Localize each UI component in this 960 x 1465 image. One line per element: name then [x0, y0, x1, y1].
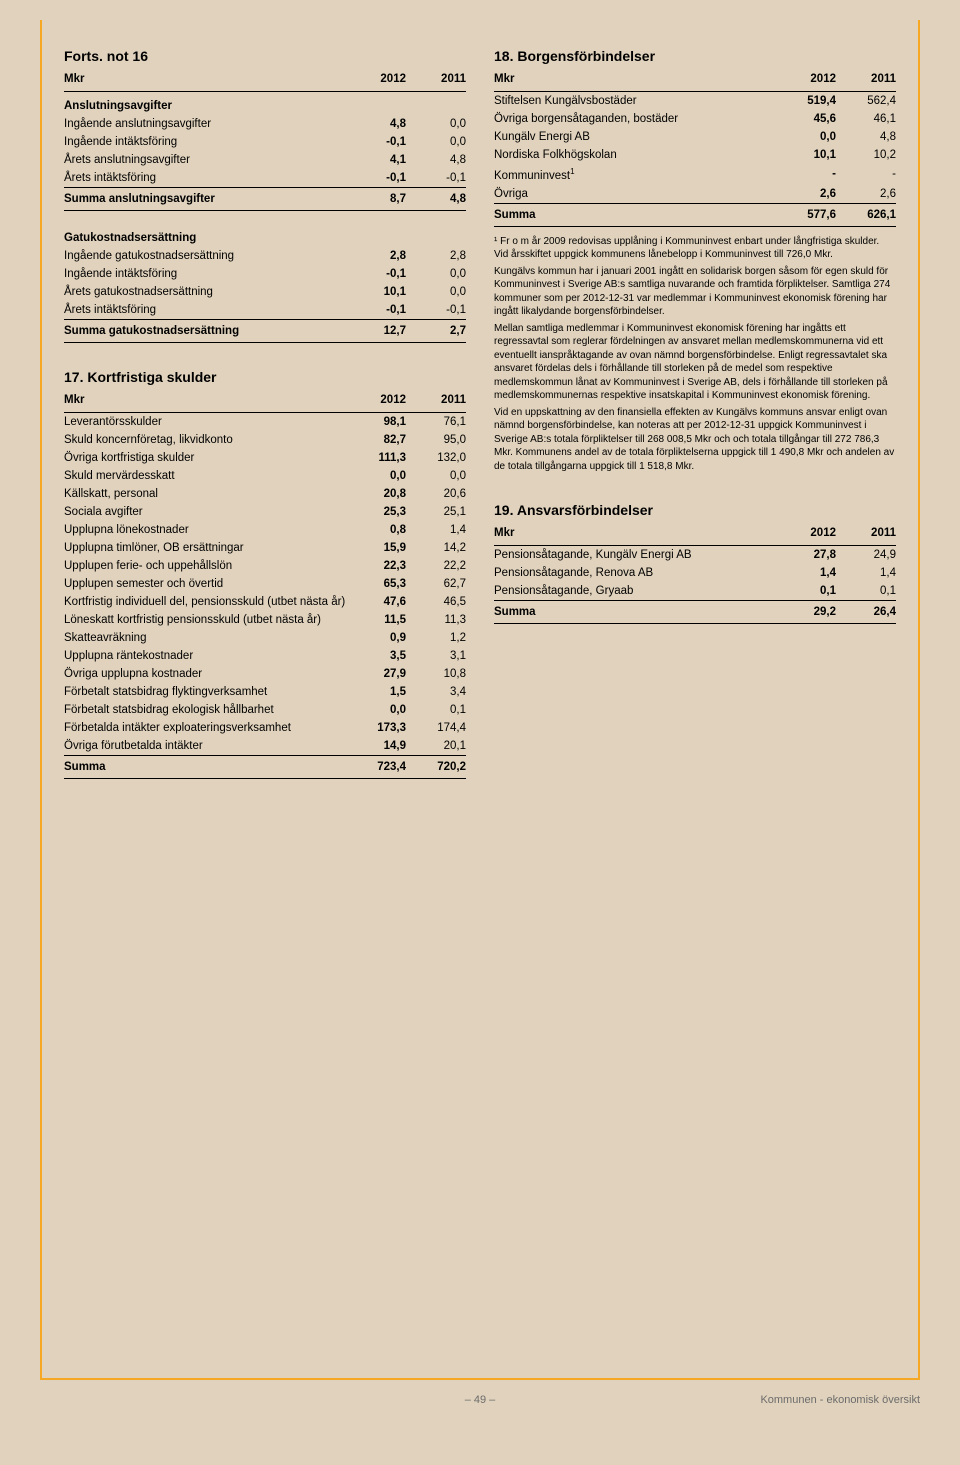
- table-row: Förbetalt statsbidrag ekologisk hållbarh…: [64, 701, 466, 719]
- table-row: Pensionsåtagande, Gryaab0,10,1: [494, 582, 896, 601]
- table-row: Källskatt, personal20,820,6: [64, 485, 466, 503]
- table-row: Övriga kortfristiga skulder111,3132,0: [64, 449, 466, 467]
- table-row: Övriga borgensåtaganden, bostäder45,646,…: [494, 110, 896, 128]
- table-row: Stiftelsen Kungälvsbostäder519,4562,4: [494, 92, 896, 111]
- table-row: Kommuninvest1--: [494, 164, 896, 185]
- table-row: Ingående anslutningsavgifter4,80,0: [64, 115, 466, 133]
- col-header-2012: 2012: [346, 70, 406, 92]
- page-footer: – 49 – Kommunen - ekonomisk översikt: [40, 1394, 920, 1406]
- table-row: Sociala avgifter25,325,1: [64, 503, 466, 521]
- footnote-text: Vid en uppskattning av den finansiella e…: [494, 406, 896, 474]
- table-note-19: Mkr 2012 2011 Pensionsåtagande, Kungälv …: [494, 524, 896, 624]
- table-row: Leverantörsskulder98,176,1: [64, 413, 466, 432]
- table-note-16: Mkr 2012 2011 Anslutningsavgifter Ingåen…: [64, 70, 466, 343]
- right-column: 18. Borgensförbindelser Mkr 2012 2011 St…: [494, 48, 896, 805]
- table-sum-row: Summa577,6626,1: [494, 203, 896, 226]
- table-row: Övriga förutbetalda intäkter14,920,1: [64, 737, 466, 756]
- table-row: Ingående intäktsföring-0,10,0: [64, 265, 466, 283]
- col-header-mkr: Mkr: [64, 391, 346, 413]
- table-note-17: Mkr 2012 2011 Leverantörsskulder98,176,1…: [64, 391, 466, 779]
- table-row: Förbetalt statsbidrag flyktingverksamhet…: [64, 683, 466, 701]
- table-row: Kortfristig individuell del, pensionssku…: [64, 593, 466, 611]
- table-sum-row: Summa anslutningsavgifter8,74,8: [64, 188, 466, 211]
- table-row: Förbetalda intäkter exploateringsverksam…: [64, 719, 466, 737]
- table-row: Pensionsåtagande, Kungälv Energi AB27,82…: [494, 546, 896, 565]
- table-row: Årets anslutningsavgifter4,14,8: [64, 151, 466, 169]
- table-row: Kungälv Energi AB0,04,8: [494, 128, 896, 146]
- table-row: Ingående intäktsföring-0,10,0: [64, 133, 466, 151]
- table-row: Löneskatt kortfristig pensionsskuld (utb…: [64, 611, 466, 629]
- table-subhead: Gatukostnadsersättning: [64, 224, 466, 247]
- table-row: Övriga upplupna kostnader27,910,8: [64, 665, 466, 683]
- note-16-title: Forts. not 16: [64, 48, 466, 64]
- table-sum-row: Summa gatukostnadsersättning12,72,7: [64, 320, 466, 343]
- table-row: Upplupen ferie- och uppehållslön22,322,2: [64, 557, 466, 575]
- table-row: Nordiska Folkhögskolan10,110,2: [494, 146, 896, 164]
- col-header-2012: 2012: [346, 391, 406, 413]
- table-row: Skuld koncernföretag, likvidkonto82,795,…: [64, 431, 466, 449]
- footnote-text: Kungälvs kommun har i januari 2001 ingåt…: [494, 265, 896, 319]
- note-18-title: 18. Borgensförbindelser: [494, 48, 896, 64]
- col-header-mkr: Mkr: [494, 524, 776, 546]
- table-row: Årets gatukostnadsersättning10,10,0: [64, 283, 466, 301]
- table-row: Årets intäktsföring-0,1-0,1: [64, 301, 466, 320]
- table-subhead: Anslutningsavgifter: [64, 92, 466, 116]
- col-header-2011: 2011: [406, 391, 466, 413]
- col-header-2012: 2012: [776, 70, 836, 92]
- note-19-title: 19. Ansvarsförbindelser: [494, 502, 896, 518]
- table-sum-row: Summa29,226,4: [494, 601, 896, 624]
- page-number: – 49 –: [465, 1394, 496, 1406]
- footnote-text: Mellan samtliga medlemmar i Kommuninvest…: [494, 322, 896, 403]
- col-header-2012: 2012: [776, 524, 836, 546]
- left-column: Forts. not 16 Mkr 2012 2011 Anslutningsa…: [64, 48, 466, 805]
- table-row: Upplupen semester och övertid65,362,7: [64, 575, 466, 593]
- table-row: Pensionsåtagande, Renova AB1,41,4: [494, 564, 896, 582]
- table-row: Övriga2,62,6: [494, 185, 896, 204]
- table-sum-row: Summa723,4720,2: [64, 756, 466, 779]
- note-17-title: 17. Kortfristiga skulder: [64, 369, 466, 385]
- table-row: Upplupna timlöner, OB ersättningar15,914…: [64, 539, 466, 557]
- col-header-mkr: Mkr: [494, 70, 776, 92]
- table-row: Upplupna lönekostnader0,81,4: [64, 521, 466, 539]
- col-header-2011: 2011: [836, 524, 896, 546]
- table-row: Årets intäktsföring-0,1-0,1: [64, 169, 466, 188]
- col-header-2011: 2011: [406, 70, 466, 92]
- col-header-mkr: Mkr: [64, 70, 346, 92]
- table-note-18: Mkr 2012 2011 Stiftelsen Kungälvsbostäde…: [494, 70, 896, 227]
- col-header-2011: 2011: [836, 70, 896, 92]
- table-row: Skuld mervärdesskatt0,00,0: [64, 467, 466, 485]
- table-row: Upplupna räntekostnader3,53,1: [64, 647, 466, 665]
- table-row: Ingående gatukostnadsersättning2,82,8: [64, 247, 466, 265]
- footer-label: Kommunen - ekonomisk översikt: [760, 1394, 920, 1406]
- footnote-block: ¹ Fr o m år 2009 redovisas upplåning i K…: [494, 235, 896, 474]
- table-row: Skatteavräkning0,91,2: [64, 629, 466, 647]
- footnote-text: ¹ Fr o m år 2009 redovisas upplåning i K…: [494, 235, 896, 262]
